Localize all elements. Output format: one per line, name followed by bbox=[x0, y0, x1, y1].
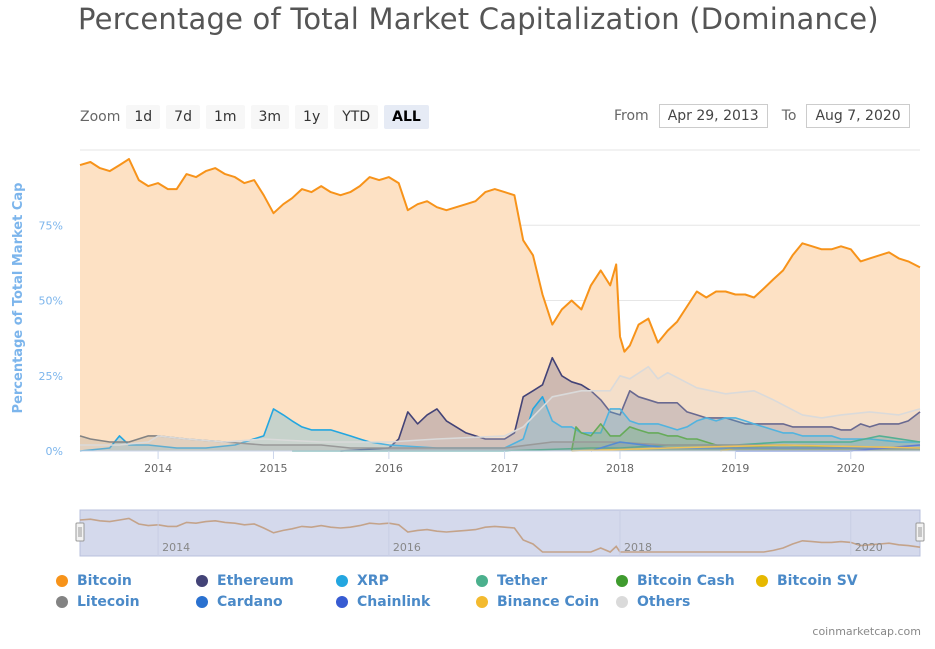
legend-marker-icon bbox=[336, 575, 348, 587]
zoom-button-3m[interactable]: 3m bbox=[250, 105, 290, 129]
y-tick-label: 50% bbox=[39, 295, 63, 308]
zoom-button-1m[interactable]: 1m bbox=[205, 105, 245, 129]
navigator-handle-left[interactable] bbox=[75, 522, 85, 542]
legend-marker-icon bbox=[476, 596, 488, 608]
legend-item-tether[interactable]: Tether bbox=[476, 573, 547, 589]
series-area-bitcoin bbox=[80, 159, 920, 451]
legend-marker-icon bbox=[756, 575, 768, 587]
x-axis: 2014 2015 2016 2017 2018 2019 2020 bbox=[80, 450, 920, 475]
legend-label: Chainlink bbox=[357, 594, 431, 610]
series-line-bitcoin bbox=[79, 158, 921, 353]
series-area-ethereum bbox=[340, 357, 920, 451]
zoom-button-ytd[interactable]: YTD bbox=[334, 105, 379, 129]
series-area-xrp bbox=[80, 396, 920, 451]
legend-item-litecoin[interactable]: Litecoin bbox=[56, 594, 140, 610]
legend-marker-icon bbox=[196, 575, 208, 587]
navigator-tick-label: 2014 bbox=[162, 541, 190, 554]
credit-link[interactable]: coinmarketcap.com bbox=[812, 625, 921, 638]
legend-label: XRP bbox=[357, 573, 389, 589]
from-label: From bbox=[614, 108, 649, 124]
chart-title: Percentage of Total Market Capitalizatio… bbox=[78, 2, 879, 36]
legend-item-ethereum[interactable]: Ethereum bbox=[196, 573, 294, 589]
legend-label: Tether bbox=[497, 573, 548, 589]
x-tick-label: 2017 bbox=[491, 462, 519, 475]
zoom-button-1y[interactable]: 1y bbox=[295, 105, 329, 129]
y-axis-title: Percentage of Total Market Cap bbox=[11, 183, 26, 414]
series-line-xrp bbox=[79, 396, 920, 452]
legend-item-chainlink[interactable]: Chainlink bbox=[336, 594, 430, 610]
series-areas bbox=[79, 158, 921, 452]
y-tick-label: 75% bbox=[39, 219, 63, 232]
legend-label: Bitcoin SV bbox=[777, 573, 858, 589]
to-date-input[interactable]: Aug 7, 2020 bbox=[806, 104, 910, 128]
legend-label: Litecoin bbox=[77, 594, 140, 610]
series-line-binance-coin bbox=[571, 444, 921, 452]
series-line-cardano bbox=[590, 441, 920, 452]
legend-label: Ethereum bbox=[217, 573, 294, 589]
legend-item-binance-coin[interactable]: Binance Coin bbox=[476, 594, 599, 610]
x-tick-label: 2018 bbox=[606, 462, 634, 475]
navigator-tick-label: 2016 bbox=[393, 541, 421, 554]
dominance-chart[interactable]: 0% 25% 50% 75% 2014 2015 2016 2017 2018 2019 2020… bbox=[0, 0, 935, 570]
legend-marker-icon bbox=[56, 596, 68, 608]
legend-item-bitcoin[interactable]: Bitcoin bbox=[56, 573, 132, 589]
date-range: From Apr 29, 2013 To Aug 7, 2020 bbox=[614, 104, 910, 128]
series-area-others bbox=[80, 366, 920, 451]
from-date-input[interactable]: Apr 29, 2013 bbox=[658, 104, 768, 128]
legend-item-bitcoin-sv[interactable]: Bitcoin SV bbox=[756, 573, 858, 589]
y-tick-label: 25% bbox=[39, 370, 63, 383]
legend-marker-icon bbox=[196, 596, 208, 608]
navigator-tick-label: 2018 bbox=[624, 541, 652, 554]
series-line-others bbox=[80, 365, 921, 446]
navigator-tick-label: 2020 bbox=[855, 541, 883, 554]
x-tick-label: 2019 bbox=[721, 462, 749, 475]
zoom-label: Zoom bbox=[80, 109, 121, 125]
x-tick-label: 2016 bbox=[375, 462, 403, 475]
legend-marker-icon bbox=[56, 575, 68, 587]
navigator-series bbox=[79, 517, 921, 553]
navigator-handle-right[interactable] bbox=[915, 522, 925, 542]
legend-marker-icon bbox=[616, 596, 628, 608]
to-label: To bbox=[781, 108, 797, 124]
legend-item-xrp[interactable]: XRP bbox=[336, 573, 389, 589]
x-tick-label: 2020 bbox=[837, 462, 865, 475]
y-tick-label: 0% bbox=[46, 445, 63, 458]
legend-item-cardano[interactable]: Cardano bbox=[196, 594, 283, 610]
zoom-controls: Zoom 1d 7d 1m 3m 1y YTD ALL bbox=[80, 104, 435, 130]
legend-item-bitcoin-cash[interactable]: Bitcoin Cash bbox=[616, 573, 735, 589]
navigator[interactable]: 2014 2016 2018 2020 bbox=[75, 509, 925, 557]
zoom-button-all[interactable]: ALL bbox=[384, 105, 429, 129]
zoom-button-1d[interactable]: 1d bbox=[126, 105, 161, 129]
zoom-button-7d[interactable]: 7d bbox=[166, 105, 200, 129]
legend-label: Bitcoin Cash bbox=[637, 573, 735, 589]
legend-label: Binance Coin bbox=[497, 594, 600, 610]
legend-item-others[interactable]: Others bbox=[616, 594, 690, 610]
x-tick-label: 2015 bbox=[259, 462, 287, 475]
legend-marker-icon bbox=[616, 575, 628, 587]
legend-label: Bitcoin bbox=[77, 573, 132, 589]
navigator-range bbox=[79, 509, 921, 557]
legend-marker-icon bbox=[476, 575, 488, 587]
x-tick-label: 2014 bbox=[144, 462, 172, 475]
legend-label: Cardano bbox=[217, 594, 283, 610]
legend-marker-icon bbox=[336, 596, 348, 608]
series-line-ethereum bbox=[340, 356, 921, 452]
legend-label: Others bbox=[637, 594, 691, 610]
y-axis: 0% 25% 50% 75% bbox=[39, 219, 63, 458]
